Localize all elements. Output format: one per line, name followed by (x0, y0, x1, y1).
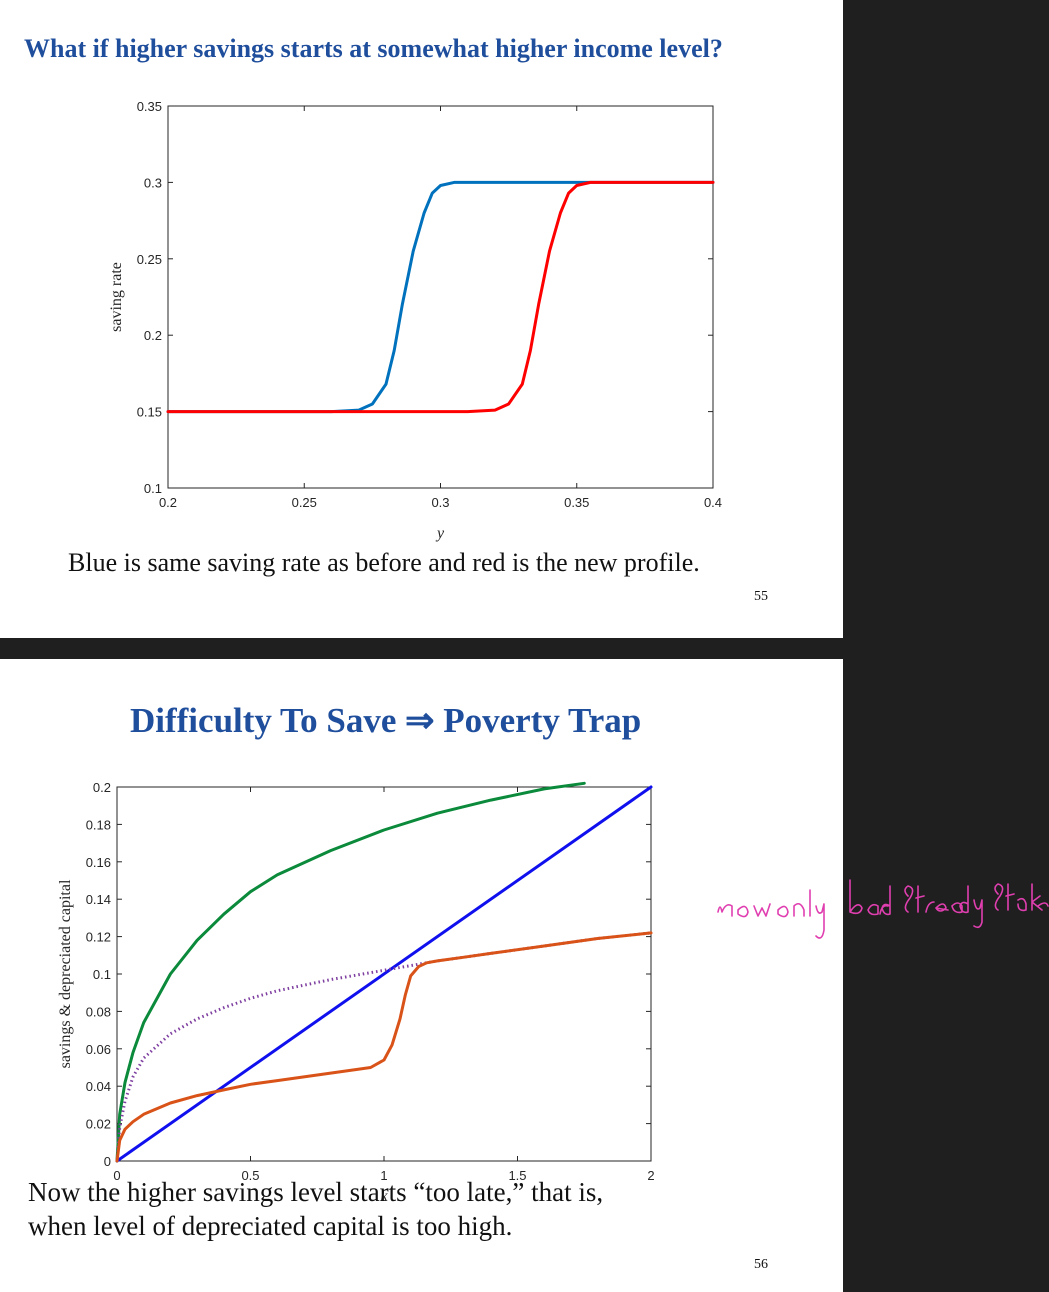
y-axis-label: savings & depreciated capital (57, 879, 74, 1068)
page-number: 55 (754, 589, 768, 604)
y-tick-label: 0.25 (137, 252, 162, 267)
x-tick-label: 2 (647, 1168, 654, 1183)
y-tick-label: 0.18 (86, 817, 111, 832)
series-line (115, 931, 652, 1162)
y-tick-label: 0.1 (93, 967, 111, 982)
series-line (115, 931, 653, 1163)
y-tick-label: 0.14 (86, 892, 111, 907)
y-tick-label: 0 (104, 1154, 111, 1169)
x-tick-label: 1.5 (508, 1168, 526, 1183)
slide-title: What if higher savings starts at somewha… (24, 34, 723, 63)
y-tick-label: 0.3 (144, 175, 162, 190)
y-tick-label: 0.2 (144, 328, 162, 343)
slide-caption: Blue is same saving rate as before and r… (68, 548, 700, 577)
handwritten-annotation (717, 879, 1049, 939)
y-tick-label: 0.15 (137, 405, 162, 420)
x-axis-label: k (380, 1188, 388, 1205)
slide-title: Difficulty To Save ⇒ Poverty Trap (130, 701, 642, 740)
y-tick-label: 0.06 (86, 1042, 111, 1057)
slide-separator (0, 638, 843, 659)
y-tick-label: 0.12 (86, 930, 111, 945)
slide-caption-line-2: when level of depreciated capital is too… (28, 1211, 513, 1241)
x-tick-label: 0.2 (159, 495, 177, 510)
x-tick-label: 0.4 (704, 495, 722, 510)
x-tick-label: 0.3 (431, 495, 449, 510)
slide-56: Difficulty To Save ⇒ Poverty Trap 0 0.5 1 1… (0, 659, 843, 1292)
x-tick-label: 0.5 (241, 1168, 259, 1183)
y-tick-label: 0.02 (86, 1117, 111, 1132)
x-axis-label: y (435, 525, 445, 542)
y-tick-label: 0.04 (86, 1079, 111, 1094)
plot-area (167, 105, 714, 489)
x-tick-label: 1 (380, 1168, 387, 1183)
y-axis-label: saving rate (108, 262, 125, 332)
y-tick-label: 0.2 (93, 780, 111, 795)
poverty-trap-chart: 0 0.5 1 1.5 2 0 0.02 0.04 0.06 0.08 0.1 0.12 0.14 0.1… (57, 780, 655, 1205)
series-line (115, 781, 586, 1163)
x-tick-label: 0.35 (564, 495, 589, 510)
x-tick-label: 0.25 (292, 495, 317, 510)
page-number: 56 (754, 1257, 768, 1272)
slide-caption-line-1: Now the higher savings level starts “too… (28, 1177, 604, 1207)
y-tick-label: 0.1 (144, 481, 162, 496)
slide-55: What if higher savings starts at somewha… (0, 0, 843, 638)
y-tick-label: 0.16 (86, 855, 111, 870)
saving-rate-chart: 0.2 0.25 0.3 0.35 0.4 0.1 0.15 0.2 0.25 0.3 0.35 y s… (108, 99, 722, 542)
series-line (115, 785, 653, 1163)
series-line (166, 180, 715, 414)
y-tick-label: 0.08 (86, 1004, 111, 1019)
series-line (166, 180, 715, 414)
y-tick-label: 0.35 (137, 99, 162, 114)
x-tick-label: 0 (113, 1168, 120, 1183)
